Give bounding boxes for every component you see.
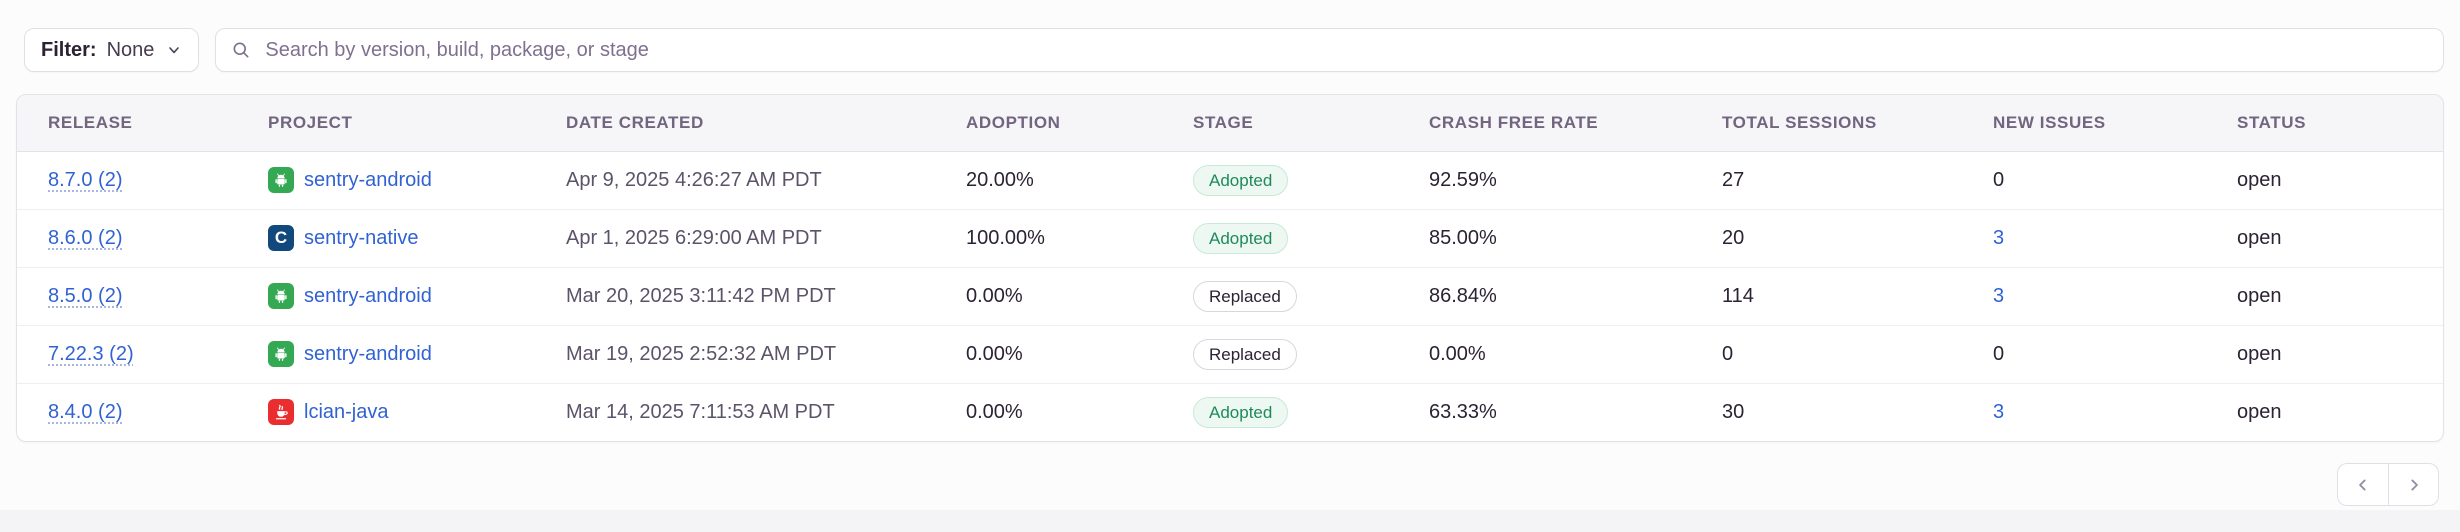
- total-sessions-value: 0: [1722, 342, 1734, 365]
- releases-table: RELEASE PROJECT DATE CREATED ADOPTION ST…: [17, 95, 2443, 441]
- crash-free-rate-value: 86.84%: [1429, 284, 1497, 307]
- date-created: Apr 1, 2025 6:29:00 AM PDT: [566, 226, 822, 249]
- releases-table-panel: RELEASE PROJECT DATE CREATED ADOPTION ST…: [16, 94, 2444, 442]
- adoption-value: 0.00%: [966, 284, 1023, 307]
- column-header-release: RELEASE: [17, 95, 237, 152]
- status-value: open: [2237, 226, 2282, 249]
- new-issues-link[interactable]: 3: [1993, 284, 2005, 307]
- column-header-total-sessions: TOTAL SESSIONS: [1691, 95, 1962, 152]
- project-link[interactable]: sentry-android: [304, 284, 432, 307]
- stage-badge: Adopted: [1193, 396, 1289, 428]
- chevron-down-icon: [166, 42, 182, 58]
- search-bar: [215, 28, 2444, 72]
- status-value: open: [2237, 400, 2282, 423]
- new-issues-value: 0: [1993, 168, 2005, 191]
- search-icon: [231, 40, 251, 60]
- new-issues-link[interactable]: 3: [1993, 400, 2005, 423]
- release-link[interactable]: 8.4.0 (2): [48, 400, 123, 423]
- adoption-value: 20.00%: [966, 168, 1034, 191]
- release-link[interactable]: 8.5.0 (2): [48, 284, 123, 307]
- java-icon: [268, 399, 294, 426]
- toolbar: Filter: None: [24, 28, 2444, 72]
- stage-badge: Replaced: [1193, 338, 1297, 370]
- status-value: open: [2237, 342, 2282, 365]
- column-header-new-issues: NEW ISSUES: [1962, 95, 2206, 152]
- chevron-left-icon: [2353, 475, 2373, 495]
- date-created: Apr 9, 2025 4:26:27 AM PDT: [566, 168, 822, 191]
- date-created: Mar 14, 2025 7:11:53 AM PDT: [566, 400, 835, 423]
- project-link[interactable]: sentry-native: [304, 226, 419, 249]
- column-header-status: STATUS: [2206, 95, 2443, 152]
- crash-free-rate-value: 0.00%: [1429, 342, 1486, 365]
- pagination: [2337, 463, 2439, 506]
- crash-free-rate-value: 92.59%: [1429, 168, 1497, 191]
- project-link[interactable]: sentry-android: [304, 168, 432, 191]
- status-value: open: [2237, 284, 2282, 307]
- project-link[interactable]: lcian-java: [304, 400, 389, 423]
- stage-badge: Adopted: [1193, 164, 1289, 196]
- crash-free-rate-value: 85.00%: [1429, 226, 1497, 249]
- stage-badge: Replaced: [1193, 280, 1297, 312]
- crash-free-rate-value: 63.33%: [1429, 400, 1497, 423]
- android-icon: [268, 283, 294, 309]
- column-header-project: PROJECT: [237, 95, 535, 152]
- table-row: 8.6.0 (2) C sentry-native Apr 1, 2025 6:…: [17, 208, 2443, 267]
- table-row: 8.5.0 (2) sentry-android Mar 20, 2025 3:…: [17, 266, 2443, 325]
- project-link[interactable]: sentry-android: [304, 342, 432, 365]
- table-header-row: RELEASE PROJECT DATE CREATED ADOPTION ST…: [17, 95, 2443, 152]
- search-input[interactable]: [263, 37, 2428, 63]
- chevron-right-icon: [2404, 475, 2424, 495]
- c-native-icon: C: [268, 225, 294, 251]
- table-row: 7.22.3 (2) sentry-android Mar 19, 2025 2…: [17, 324, 2443, 383]
- new-issues-link[interactable]: 3: [1993, 226, 2005, 249]
- date-created: Mar 19, 2025 2:52:32 AM PDT: [566, 342, 837, 365]
- filter-button[interactable]: Filter: None: [24, 28, 200, 72]
- total-sessions-value: 114: [1722, 284, 1754, 307]
- column-header-crash-free-rate: CRASH FREE RATE: [1398, 95, 1691, 152]
- status-value: open: [2237, 168, 2282, 191]
- android-icon: [268, 167, 294, 193]
- stage-badge: Adopted: [1193, 222, 1289, 254]
- android-icon: [268, 341, 294, 367]
- filter-value: None: [106, 38, 155, 61]
- next-page-button[interactable]: [2388, 463, 2439, 506]
- new-issues-value: 0: [1993, 342, 2005, 365]
- filter-label: Filter:: [41, 38, 97, 61]
- total-sessions-value: 30: [1722, 400, 1745, 423]
- column-header-adoption: ADOPTION: [935, 95, 1162, 152]
- adoption-value: 0.00%: [966, 342, 1023, 365]
- total-sessions-value: 27: [1722, 168, 1745, 191]
- release-link[interactable]: 8.6.0 (2): [48, 226, 123, 249]
- previous-page-button[interactable]: [2337, 463, 2388, 506]
- table-row: 8.4.0 (2) lcian-java Mar 14, 2025 7:11:5…: [17, 382, 2443, 441]
- release-link[interactable]: 8.7.0 (2): [48, 168, 123, 191]
- release-link[interactable]: 7.22.3 (2): [48, 342, 134, 365]
- total-sessions-value: 20: [1722, 226, 1745, 249]
- date-created: Mar 20, 2025 3:11:42 PM PDT: [566, 284, 836, 307]
- adoption-value: 0.00%: [966, 400, 1023, 423]
- column-header-date-created: DATE CREATED: [535, 95, 935, 152]
- page-bottom-band: [0, 510, 2460, 532]
- column-header-stage: STAGE: [1162, 95, 1398, 152]
- table-row: 8.7.0 (2) sentry-android Apr 9, 2025 4:2…: [17, 151, 2443, 209]
- adoption-value: 100.00%: [966, 226, 1045, 249]
